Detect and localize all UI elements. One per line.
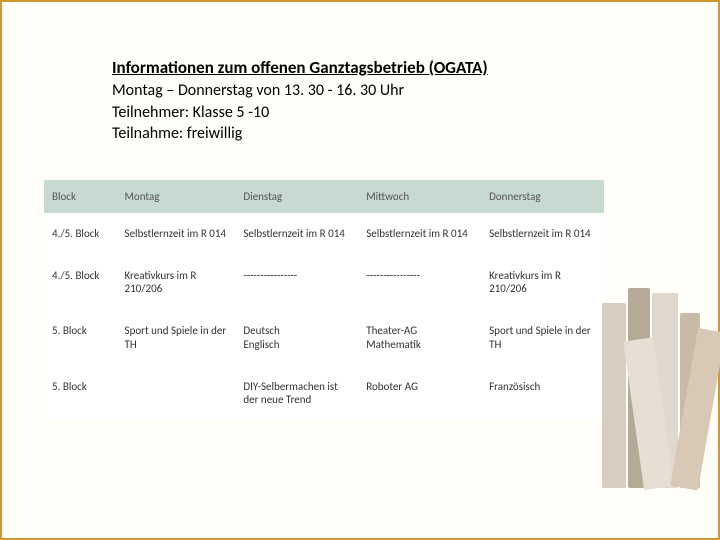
books-illustration bbox=[592, 238, 712, 488]
col-dienstag: Dienstag bbox=[235, 180, 358, 213]
schedule-table: Block Montag Dienstag Mittwoch Donnersta… bbox=[44, 180, 604, 421]
cell: Selbstlernzeit im R 014 bbox=[358, 213, 481, 255]
col-block: Block bbox=[44, 180, 117, 213]
row-label: 5. Block bbox=[44, 366, 117, 422]
cell: Sport und Spiele in der TH bbox=[117, 310, 236, 366]
cell: Kreativkurs im R 210/206 bbox=[481, 255, 604, 311]
col-donnerstag: Donnerstag bbox=[481, 180, 604, 213]
cell: Sport und Spiele in der TH bbox=[481, 310, 604, 366]
cell: Selbstlernzeit im R 014 bbox=[117, 213, 236, 255]
cell: DeutschEnglisch bbox=[235, 310, 358, 366]
row-label: 5. Block bbox=[44, 310, 117, 366]
cell: Französisch bbox=[481, 366, 604, 422]
cell: ---------------- bbox=[235, 255, 358, 311]
cell: Kreativkurs im R 210/206 bbox=[117, 255, 236, 311]
col-montag: Montag bbox=[117, 180, 236, 213]
table-row: 4./5. Block Selbstlernzeit im R 014 Selb… bbox=[44, 213, 604, 255]
table-row: 4./5. Block Kreativkurs im R 210/206 ---… bbox=[44, 255, 604, 311]
cell: Selbstlernzeit im R 014 bbox=[235, 213, 358, 255]
header-participants: Teilnehmer: Klasse 5 -10 bbox=[112, 102, 688, 124]
schedule-table-wrap: Block Montag Dienstag Mittwoch Donnersta… bbox=[44, 180, 604, 421]
cell: Theater-AGMathematik bbox=[358, 310, 481, 366]
cell: Selbstlernzeit im R 014 bbox=[481, 213, 604, 255]
col-mittwoch: Mittwoch bbox=[358, 180, 481, 213]
cell bbox=[117, 366, 236, 422]
header-participation: Teilnahme: freiwillig bbox=[112, 123, 688, 145]
page-title: Informationen zum offenen Ganztagsbetrie… bbox=[112, 57, 688, 78]
cell: DIY-Selbermachen ist der neue Trend bbox=[235, 366, 358, 422]
table-header-row: Block Montag Dienstag Mittwoch Donnersta… bbox=[44, 180, 604, 213]
row-label: 4./5. Block bbox=[44, 255, 117, 311]
row-label: 4./5. Block bbox=[44, 213, 117, 255]
header-schedule: Montag – Donnerstag von 13. 30 - 16. 30 … bbox=[112, 80, 688, 102]
cell: Roboter AG bbox=[358, 366, 481, 422]
table-row: 5. Block DIY-Selbermachen ist der neue T… bbox=[44, 366, 604, 422]
cell: ---------------- bbox=[358, 255, 481, 311]
table-row: 5. Block Sport und Spiele in der TH Deut… bbox=[44, 310, 604, 366]
book-icon bbox=[602, 303, 626, 488]
